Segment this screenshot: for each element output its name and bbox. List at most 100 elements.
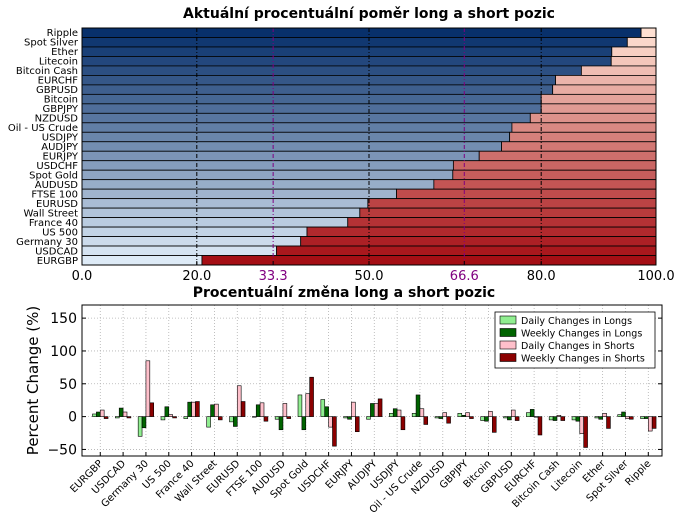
category-label: Bitcoin (44, 95, 78, 106)
x-tick-label: Ripple (623, 458, 653, 488)
category-label: AUDUSD (35, 180, 79, 191)
change-bar (419, 408, 425, 417)
category-label: USDJPY (42, 133, 79, 144)
legend-frame (494, 311, 656, 369)
change-bar (191, 401, 196, 417)
change-bar (442, 412, 447, 417)
legend-swatch (499, 315, 517, 325)
change-bar (602, 413, 607, 417)
change-bar (465, 412, 470, 417)
x-tick-label: 0.0 (72, 269, 93, 284)
change-bar (96, 411, 101, 417)
short-bar (610, 56, 657, 67)
change-bar (446, 416, 451, 424)
legend-label: Daily Changes in Shorts (521, 341, 635, 352)
change-bar (423, 416, 429, 425)
change-bar (343, 416, 348, 419)
short-bar (433, 179, 657, 190)
change-bar (625, 416, 630, 419)
category-label: AUDJPY (41, 142, 79, 153)
change-bar (168, 414, 173, 417)
x-tick-label: 20.0 (182, 269, 211, 284)
change-bar (480, 416, 485, 421)
change-bar (282, 403, 288, 417)
long-bar (81, 198, 369, 209)
change-bar (183, 416, 189, 419)
long-bar (81, 65, 582, 76)
change-bar (99, 409, 105, 417)
change-bar (187, 401, 192, 417)
long-bar (81, 188, 397, 200)
category-label: Wall Street (24, 208, 79, 219)
change-bar (644, 416, 649, 419)
change-chart-title: Procentuální změna long a short pozic (193, 285, 495, 301)
change-bar (377, 398, 383, 417)
change-bar (164, 406, 170, 417)
change-bar (651, 416, 657, 429)
long-bar (81, 245, 277, 256)
y-tick-label: −50 (47, 442, 77, 458)
change-bar (328, 416, 333, 428)
category-label: Oil - US Crude (8, 123, 78, 134)
change-bar (263, 416, 269, 422)
change-bar (370, 403, 375, 417)
change-bar (373, 403, 379, 417)
change-bar (236, 385, 242, 417)
category-label: Ripple (47, 28, 78, 39)
short-bar (529, 112, 657, 124)
category-label: France 40 (29, 218, 78, 229)
short-bar (611, 46, 657, 57)
legend-swatch (499, 328, 517, 337)
long-bar (81, 255, 203, 266)
change-bar (484, 416, 489, 422)
long-bar (81, 207, 361, 218)
long-bar (81, 179, 435, 190)
change-bar (529, 409, 535, 417)
change-bar (172, 416, 177, 419)
change-bar (621, 411, 626, 417)
category-label: USDCAD (35, 246, 78, 257)
long-bar (81, 169, 454, 181)
legend-swatch (499, 353, 517, 362)
change-bar (92, 413, 97, 417)
change-bar (552, 416, 558, 421)
short-bar (452, 169, 657, 181)
change-bar (400, 416, 406, 431)
category-label: Bitcoin Cash (16, 66, 78, 77)
category-label: FTSE 100 (31, 189, 78, 200)
change-bar (274, 416, 280, 420)
change-bar (575, 416, 581, 422)
change-bar (457, 413, 463, 417)
ratio-chart: Aktuální procentuální poměr long a short… (8, 6, 675, 284)
short-bar (501, 141, 657, 152)
change-bar (301, 416, 307, 431)
long-bar (81, 217, 349, 228)
category-label: EURUSD (36, 199, 78, 210)
short-bar (640, 27, 657, 38)
change-bar (206, 416, 211, 428)
short-bar (367, 198, 657, 209)
legend-label: Weekly Changes in Longs (521, 329, 642, 340)
change-bar (160, 416, 166, 421)
change-bar (579, 416, 584, 434)
y-tick-label: 150 (50, 311, 77, 327)
change-bar (126, 416, 132, 419)
change-bar (210, 404, 215, 417)
change-bar (533, 416, 539, 418)
change-bar (259, 402, 265, 417)
category-label: GBPUSD (36, 85, 78, 96)
legend: Daily Changes in Longs Weekly Changes in … (494, 311, 656, 369)
change-bar (583, 416, 588, 448)
y-tick-label: 100 (50, 344, 77, 360)
change-bar (347, 416, 352, 420)
change-bar (548, 416, 554, 421)
category-label: Ether (51, 47, 79, 58)
long-bar (81, 150, 480, 162)
change-bar (137, 416, 143, 437)
change-bar (571, 416, 577, 421)
change-bar (195, 401, 200, 417)
long-bar (81, 27, 642, 38)
category-label: USDCHF (36, 161, 78, 172)
change-bar (507, 416, 512, 421)
